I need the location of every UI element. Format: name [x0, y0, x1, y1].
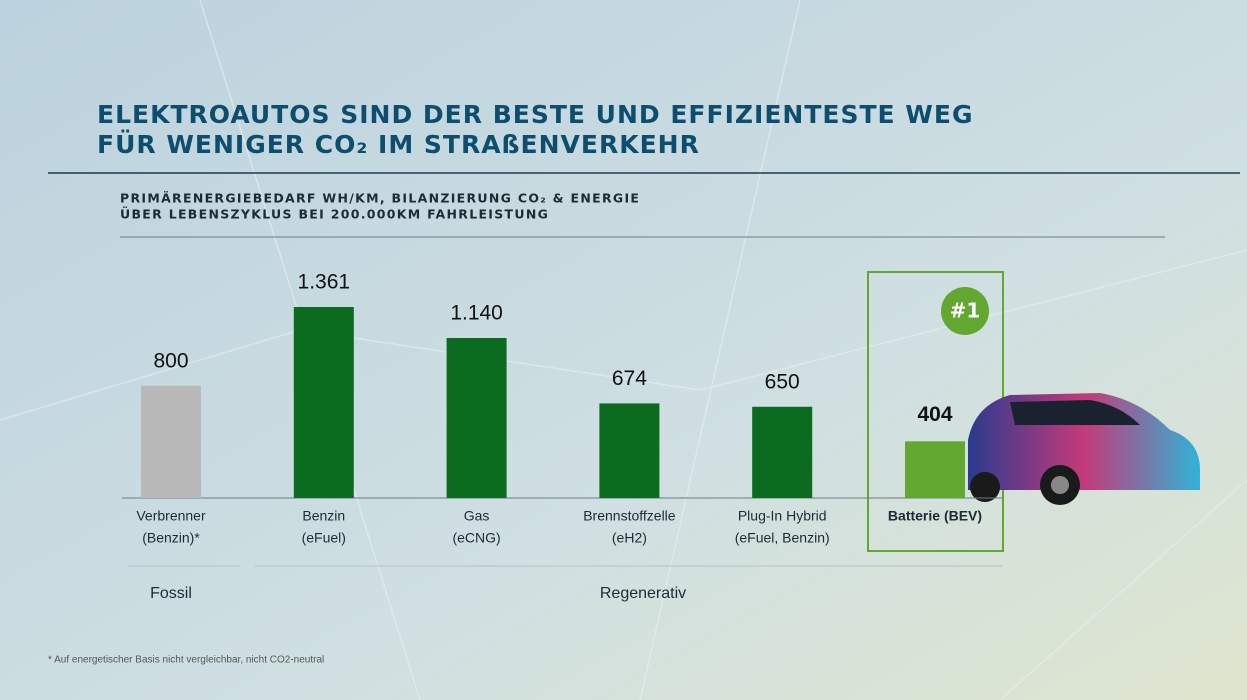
value-label: 674 — [612, 367, 647, 390]
category-label: Batterie (BEV) — [888, 508, 982, 524]
category-label: Brennstoffzelle — [583, 508, 676, 524]
category-label: (Benzin)* — [142, 530, 200, 546]
bar — [599, 403, 659, 498]
value-label: 650 — [765, 370, 800, 393]
footnote: * Auf energetischer Basis nicht vergleic… — [48, 655, 324, 666]
group-label: Regenerativ — [600, 585, 686, 602]
page: {"chart_data": { "type": "bar", "title":… — [0, 0, 1247, 700]
value-label: 800 — [153, 349, 188, 372]
category-label: Benzin — [302, 508, 345, 524]
category-label: (eFuel, Benzin) — [735, 530, 830, 546]
slide: ELEKTROAUTOS SIND DER BESTE UND EFFIZIEN… — [0, 0, 1247, 700]
bar — [905, 441, 965, 498]
category-label: (eFuel) — [302, 530, 346, 546]
subtitle-line: PRIMÄRENERGIEBEDARF WH/KM, BILANZIERUNG … — [120, 191, 640, 206]
bar — [141, 386, 201, 498]
category-label: Plug-In Hybrid — [738, 508, 827, 524]
badge-text: #1 — [950, 299, 981, 323]
category-label: (eCNG) — [452, 530, 500, 546]
title-line: ELEKTROAUTOS SIND DER BESTE UND EFFIZIEN… — [97, 100, 973, 129]
subtitle-line: ÜBER LEBENSZYKLUS BEI 200.000KM FAHRLEIS… — [120, 207, 549, 222]
bar — [447, 338, 507, 498]
bar — [294, 307, 354, 498]
category-label: (eH2) — [612, 530, 647, 546]
title-line: FÜR WENIGER CO₂ IM STRAßENVERKEHR — [97, 129, 700, 159]
value-label: 1.140 — [450, 302, 503, 325]
value-label: 1.361 — [298, 271, 351, 294]
category-label: Gas — [464, 508, 490, 524]
bar — [752, 407, 812, 498]
group-label: Fossil — [150, 585, 192, 602]
value-label: 404 — [917, 403, 952, 426]
category-label: Verbrenner — [136, 508, 206, 524]
